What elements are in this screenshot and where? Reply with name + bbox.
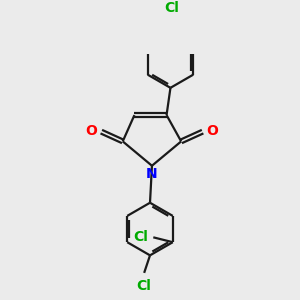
Text: Cl: Cl — [137, 279, 152, 293]
Text: O: O — [85, 124, 98, 138]
Text: N: N — [146, 167, 158, 181]
Text: Cl: Cl — [134, 230, 148, 244]
Text: O: O — [206, 124, 218, 138]
Text: Cl: Cl — [164, 1, 179, 15]
